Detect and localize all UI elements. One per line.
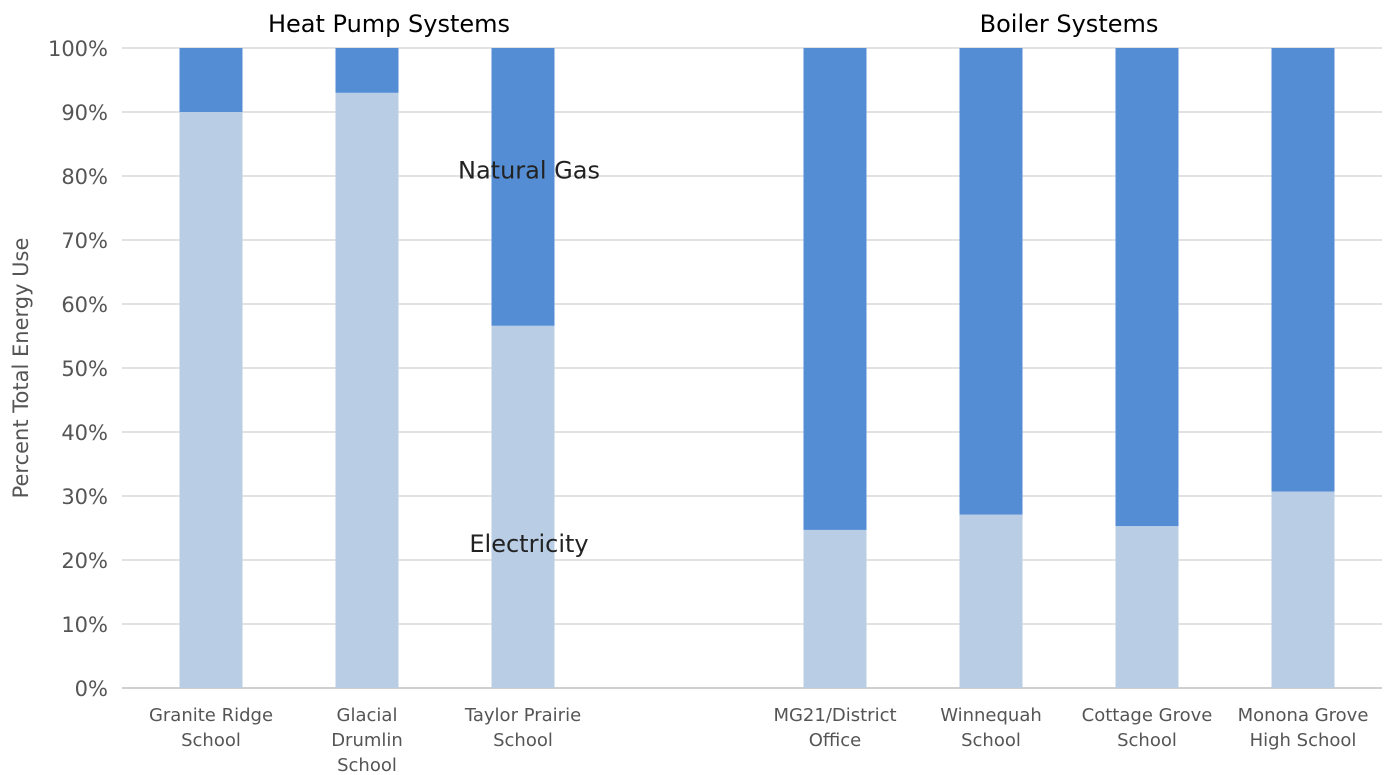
bar-segment-natural-gas bbox=[335, 48, 399, 93]
x-axis-category-labels: Granite Ridge School Glacial Drumlin School T… bbox=[149, 705, 1368, 775]
x-tick-label: Cottage Grove School bbox=[1082, 705, 1213, 751]
x-tick-label: MG21/District Office bbox=[773, 705, 896, 751]
y-tick-label: 50% bbox=[61, 357, 108, 381]
bar-segment-natural-gas bbox=[959, 48, 1023, 515]
x-tick-label: Granite Ridge School bbox=[149, 705, 273, 751]
bar-segment-natural-gas bbox=[491, 48, 555, 326]
bar-segment-electricity bbox=[803, 529, 867, 688]
x-tick-label: Taylor Prairie School bbox=[464, 705, 581, 751]
bar-segment-natural-gas bbox=[1115, 48, 1179, 527]
bar-segment-natural-gas bbox=[803, 48, 867, 530]
y-tick-label: 0% bbox=[75, 677, 108, 701]
group-title: Heat Pump Systems bbox=[268, 10, 510, 38]
bar-segment-natural-gas bbox=[179, 48, 243, 112]
bar-segment-electricity bbox=[1115, 526, 1179, 688]
group-title: Boiler Systems bbox=[980, 10, 1159, 38]
gridlines bbox=[122, 47, 1382, 689]
series-annotation: Natural Gas bbox=[458, 157, 600, 185]
y-tick-label: 30% bbox=[61, 485, 108, 509]
y-tick-label: 10% bbox=[61, 613, 108, 637]
y-tick-label: 80% bbox=[61, 165, 108, 189]
bar-segment-electricity bbox=[959, 514, 1023, 688]
annotations: Natural Gas Electricity bbox=[458, 157, 600, 559]
bar-segment-electricity bbox=[491, 325, 555, 688]
x-tick-label: Winnequah School bbox=[940, 705, 1042, 751]
bar-segment-electricity bbox=[335, 92, 399, 689]
group-titles: Heat Pump Systems Boiler Systems bbox=[268, 10, 1158, 38]
series-annotation: Electricity bbox=[469, 530, 588, 558]
y-tick-label: 20% bbox=[61, 549, 108, 573]
bar-segment-electricity bbox=[1271, 491, 1335, 688]
bar-segment-electricity bbox=[179, 112, 243, 688]
x-tick-label: Monona Grove High School bbox=[1238, 705, 1369, 751]
y-tick-label: 40% bbox=[61, 421, 108, 445]
y-tick-label: 60% bbox=[61, 293, 108, 317]
y-tick-label: 90% bbox=[61, 101, 108, 125]
y-tick-label: 70% bbox=[61, 229, 108, 253]
y-tick-label: 100% bbox=[48, 37, 108, 61]
y-axis-tick-labels: 0% 10% 20% 30% 40% 50% 60% 70% 80% 90% 100% bbox=[48, 37, 108, 701]
bars bbox=[179, 48, 1335, 689]
bar-segment-natural-gas bbox=[1271, 48, 1335, 492]
y-axis-title: Percent Total Energy Use bbox=[9, 238, 33, 499]
x-tick-label: Glacial Drumlin School bbox=[331, 705, 403, 775]
